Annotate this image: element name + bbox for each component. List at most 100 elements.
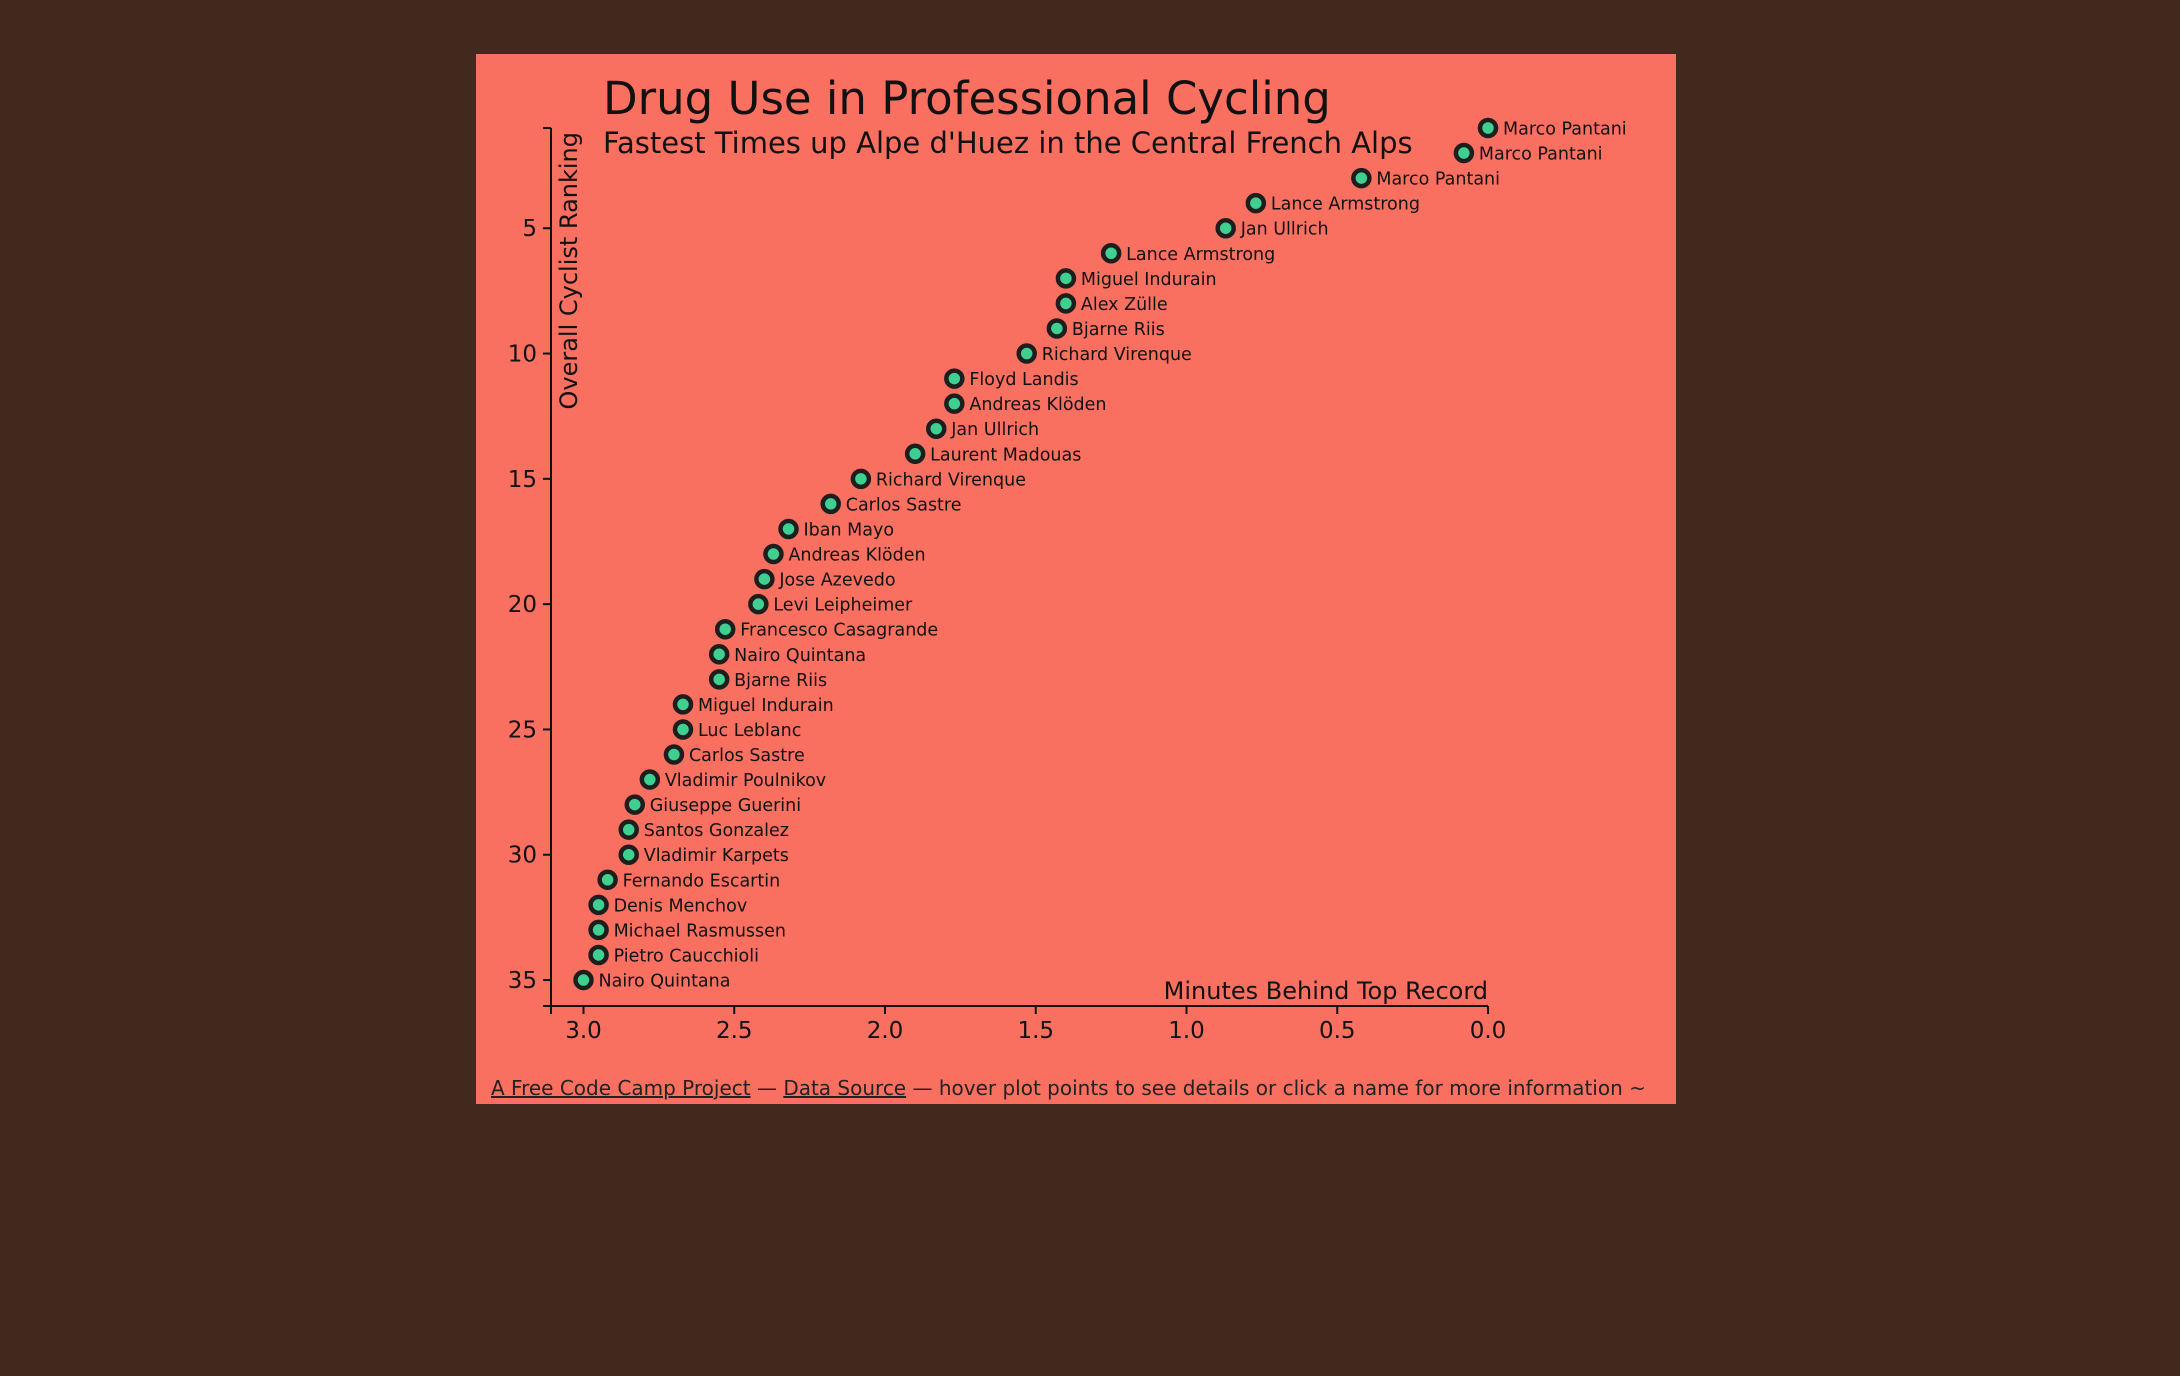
data-point[interactable] [944,368,965,389]
point-label[interactable]: Lance Armstrong [1126,245,1275,265]
x-tick-label: 2.5 [716,1018,753,1044]
point-label[interactable]: Michael Rasmussen [614,921,786,941]
data-point[interactable] [1055,268,1077,289]
data-point-group: Miguel Indurain [1055,268,1217,290]
data-point-group: Vladimir Karpets [618,844,789,866]
data-point[interactable] [1215,217,1236,239]
data-point-group: Jan Ullrich [926,418,1039,440]
point-label[interactable]: Miguel Indurain [698,696,834,716]
data-point[interactable] [714,618,736,640]
point-label[interactable]: Marco Pantani [1503,120,1627,140]
data-point[interactable] [663,744,685,765]
data-point[interactable] [597,869,618,891]
data-point-group: Giuseppe Guerini [624,794,801,816]
data-point[interactable] [672,694,694,715]
data-point-group: Bjarne Riis [708,669,827,691]
point-label[interactable]: Francesco Casagrande [740,621,938,641]
data-point[interactable] [1245,192,1267,214]
point-label[interactable]: Bjarne Riis [734,671,827,691]
point-label[interactable]: Richard Virenque [1042,345,1192,365]
data-point-group: Francesco Casagrande [714,618,938,641]
data-point[interactable] [763,543,784,565]
data-point-group: Marco Pantani [1477,117,1627,140]
data-point-group: Michael Rasmussen [588,919,786,941]
point-label[interactable]: Nairo Quintana [599,972,731,992]
point-label[interactable]: Andreas Klöden [969,395,1106,415]
point-label[interactable]: Bjarne Riis [1072,320,1165,340]
data-point-group: Richard Virenque [1016,343,1192,365]
data-point-group: Floyd Landis [944,368,1079,390]
point-label[interactable]: Alex Zülle [1081,295,1168,315]
data-point[interactable] [573,969,594,991]
data-point[interactable] [672,719,694,740]
data-point[interactable] [1046,318,1068,339]
data-point[interactable] [624,794,646,815]
point-label[interactable]: Levi Leipheimer [773,596,913,616]
data-point[interactable] [708,669,730,690]
x-tick-label: 1.0 [1168,1018,1205,1044]
point-label[interactable]: Pietro Caucchioli [614,946,759,966]
data-point[interactable] [754,568,775,590]
data-point[interactable] [1351,167,1372,189]
point-label[interactable]: Luc Leblanc [698,721,801,741]
x-tick-label: 3.0 [565,1018,602,1044]
point-label[interactable]: Marco Pantani [1479,145,1603,165]
point-label[interactable]: Lance Armstrong [1271,195,1420,215]
data-point[interactable] [1016,343,1037,364]
point-label[interactable]: Jose Azevedo [778,571,895,591]
point-label[interactable]: Richard Virenque [876,470,1026,490]
data-point[interactable] [748,593,769,615]
point-label[interactable]: Giuseppe Guerini [650,796,801,816]
data-point[interactable] [618,844,639,865]
x-axis: 3.0 2.5 2.0 1.5 1.0 0.5 0.0 [550,1005,1507,1044]
point-label[interactable]: Denis Menchov [614,896,748,916]
data-points: Marco Pantani Marco Pantani Marco Pantani L… [573,117,1627,992]
data-point[interactable] [1453,142,1475,164]
data-point-group: Fernando Escartin [597,869,781,891]
data-source-link[interactable]: Data Source [783,1076,907,1100]
point-label[interactable]: Laurent Madouas [930,445,1081,465]
point-label[interactable]: Carlos Sastre [689,746,805,766]
data-point[interactable] [618,819,639,840]
data-point-group: Luc Leblanc [672,719,801,741]
point-label[interactable]: Nairo Quintana [734,646,866,666]
data-point[interactable] [639,769,661,790]
point-label[interactable]: Jan Ullrich [950,420,1039,440]
data-point[interactable] [820,493,841,515]
y-tick-label: 10 [508,342,537,368]
point-label[interactable]: Floyd Landis [969,370,1078,390]
data-point-group: Alex Zülle [1055,293,1168,315]
x-tick-label: 0.0 [1470,1018,1507,1044]
data-point[interactable] [850,468,872,490]
point-label[interactable]: Jan Ullrich [1240,220,1329,240]
footer: A Free Code Camp Project — Data Source —… [491,1076,1646,1100]
data-point-group: Jan Ullrich [1215,217,1329,240]
data-point[interactable] [708,644,730,665]
data-point-group: Nairo Quintana [573,969,731,992]
data-point[interactable] [588,944,609,966]
point-label[interactable]: Fernando Escartin [623,871,781,891]
data-point[interactable] [588,894,609,916]
point-label[interactable]: Vladimir Karpets [644,846,789,866]
data-point[interactable] [778,518,799,540]
scatter-chart: Drug Use in Professional Cycling Fastest… [508,72,1627,1044]
point-label[interactable]: Santos Gonzalez [644,821,789,841]
data-point-group: Levi Leipheimer [748,593,913,616]
y-tick-label: 30 [508,843,537,869]
data-point[interactable] [1100,243,1122,264]
point-label[interactable]: Marco Pantani [1376,170,1500,190]
point-label[interactable]: Miguel Indurain [1081,270,1217,290]
data-point[interactable] [904,443,926,465]
point-label[interactable]: Vladimir Poulnikov [665,771,826,791]
free-code-camp-link[interactable]: A Free Code Camp Project [491,1076,751,1100]
data-point[interactable] [944,393,965,414]
data-point[interactable] [588,919,609,941]
data-point[interactable] [1477,117,1499,139]
data-point-group: Santos Gonzalez [618,819,789,841]
data-point-group: Miguel Indurain [672,694,834,716]
point-label[interactable]: Iban Mayo [804,520,895,540]
data-point[interactable] [1055,293,1077,314]
data-point[interactable] [926,418,947,439]
point-label[interactable]: Carlos Sastre [846,495,962,515]
point-label[interactable]: Andreas Klöden [788,546,925,566]
